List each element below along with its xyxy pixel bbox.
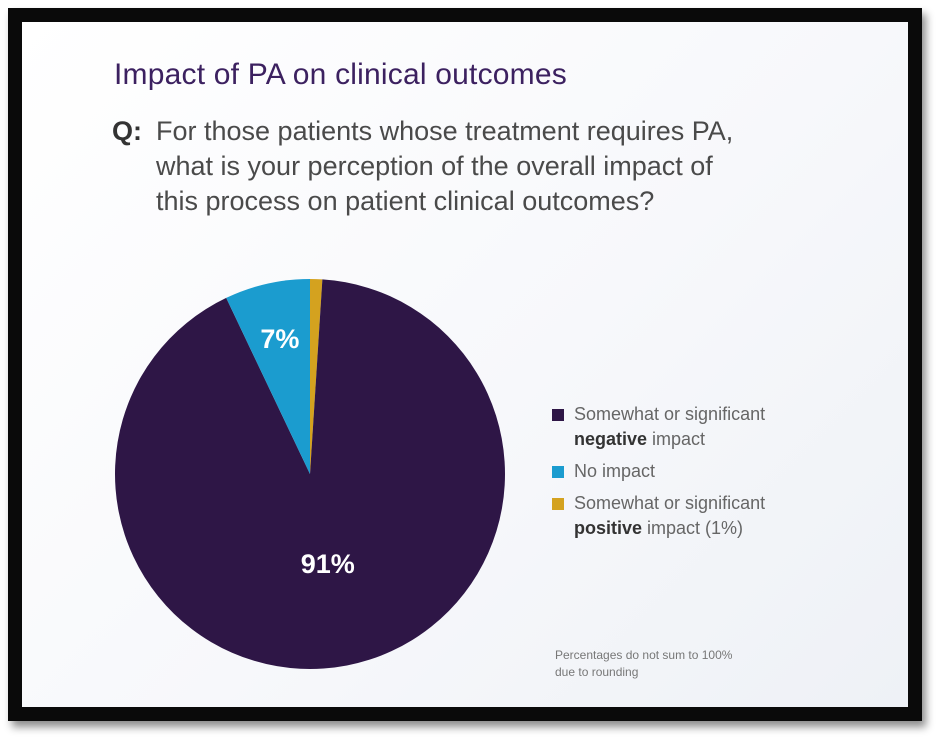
- pie-slice-negative: [114, 279, 505, 670]
- chart-legend: Somewhat or significant negative impact …: [552, 402, 852, 548]
- pie-slice-no-impact: [226, 279, 310, 474]
- legend-label-positive-line1: Somewhat or significant: [574, 493, 766, 513]
- legend-swatch-no-impact: [552, 466, 564, 478]
- pie-chart: 91% 7%: [114, 279, 505, 670]
- legend-swatch-negative: [552, 409, 564, 421]
- question-prefix: Q:: [112, 116, 142, 146]
- legend-item-positive: Somewhat or significant positive impact …: [552, 491, 852, 541]
- legend-label-negative-line2: negative impact: [574, 427, 852, 452]
- legend-emphasis-negative: negative: [574, 429, 648, 449]
- question-block: Q: For those patients whose treatment re…: [112, 114, 832, 219]
- slide: Impact of PA on clinical outcomes Q: For…: [22, 22, 908, 707]
- legend-label-negative-line1: Somewhat or significant: [574, 404, 766, 424]
- legend-label-positive-rest: impact (1%): [642, 518, 744, 538]
- legend-swatch-positive: [552, 498, 564, 510]
- legend-label-positive-line2: positive impact (1%): [574, 516, 852, 541]
- image-frame: Impact of PA on clinical outcomes Q: For…: [8, 8, 922, 721]
- question-line-1: For those patients whose treatment requi…: [156, 116, 734, 146]
- legend-label-negative-rest: impact: [647, 429, 706, 449]
- legend-label-no-impact: No impact: [574, 461, 656, 481]
- legend-item-no-impact: No impact: [552, 459, 852, 484]
- footnote: Percentages do not sum to 100% due to ro…: [555, 647, 835, 681]
- footnote-line-1: Percentages do not sum to 100%: [555, 648, 733, 662]
- data-label-no-impact: 7%: [260, 324, 299, 354]
- question-line-3: this process on patient clinical outcome…: [156, 186, 655, 216]
- legend-emphasis-positive: positive: [574, 518, 643, 538]
- chart-title: Impact of PA on clinical outcomes: [114, 58, 567, 91]
- question-line-2: what is your perception of the overall i…: [156, 151, 713, 181]
- pie-slice-positive: [310, 279, 323, 474]
- data-label-negative: 91%: [301, 549, 355, 579]
- legend-item-negative: Somewhat or significant negative impact: [552, 402, 852, 452]
- footnote-line-2: due to rounding: [555, 665, 639, 679]
